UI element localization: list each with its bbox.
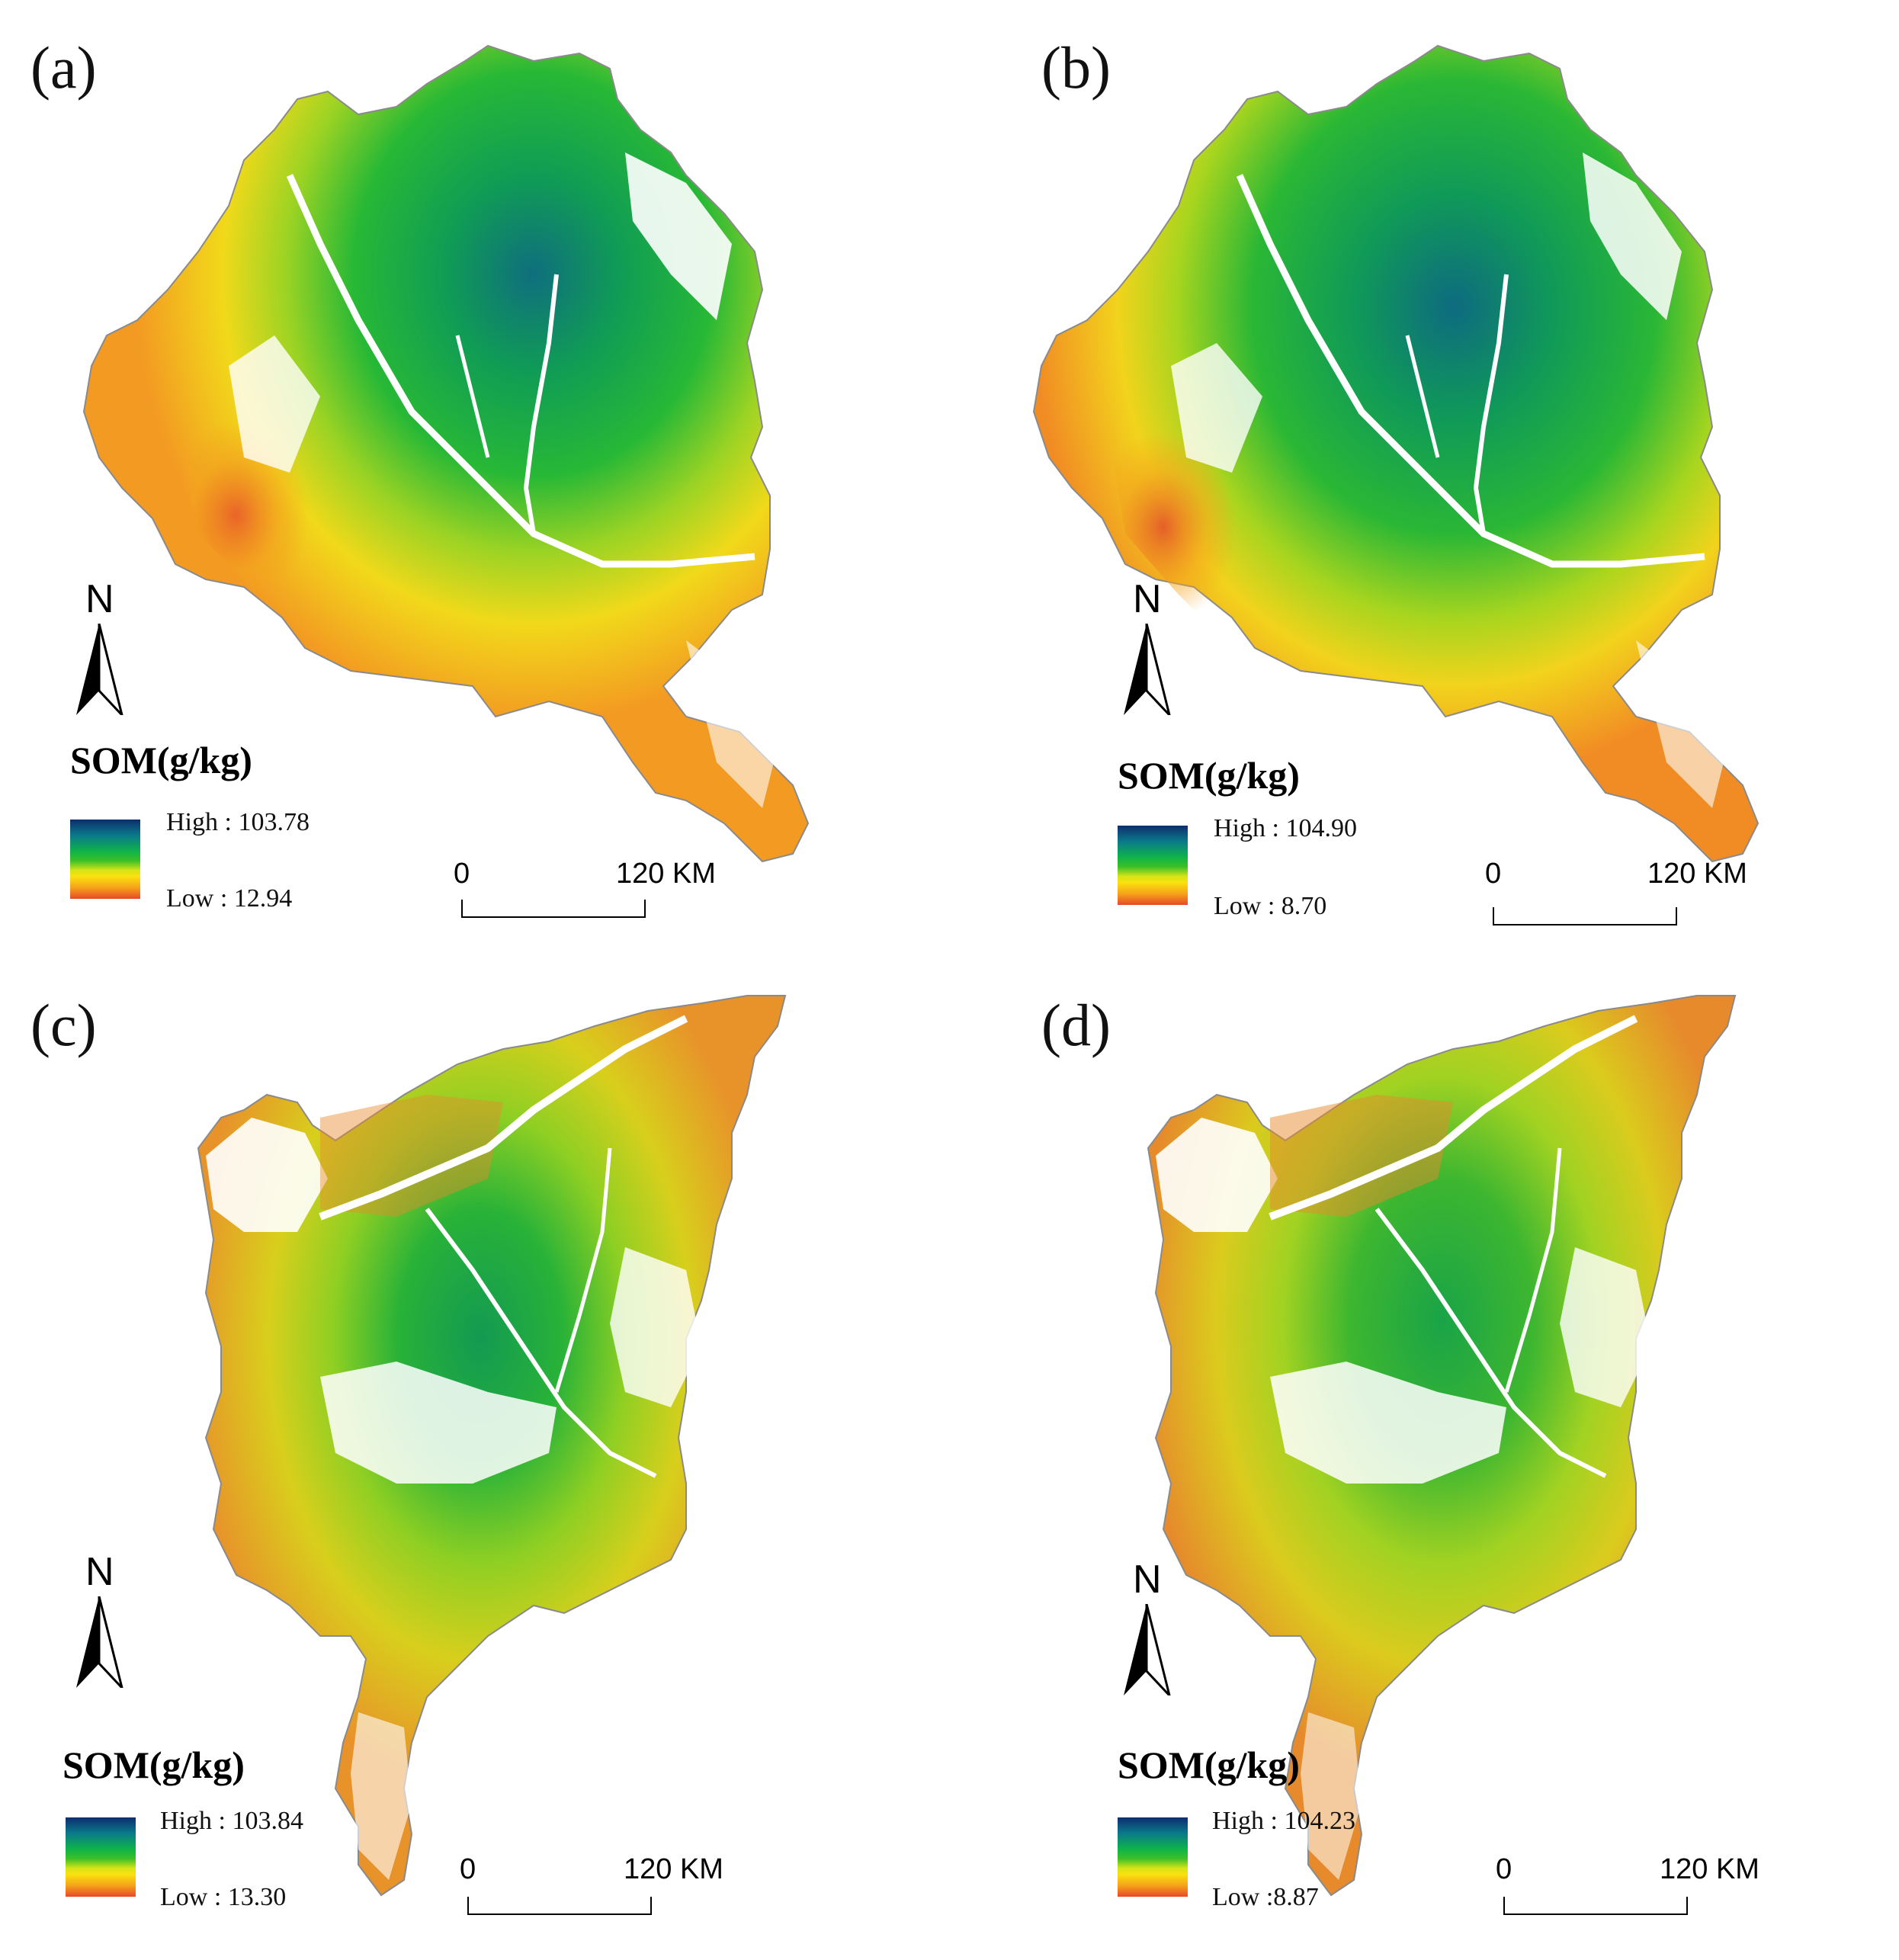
- panel-label: (a): [30, 34, 97, 101]
- white-zone: [1636, 640, 1727, 808]
- region-boundary: [82, 44, 810, 863]
- north-arrow-icon: [1124, 1604, 1171, 1695]
- scale-end-label: 120 KM: [1660, 1853, 1759, 1885]
- white-zone: [351, 1712, 412, 1880]
- map-a: [82, 44, 810, 863]
- legend-low-label: Low : 12.94: [166, 884, 293, 913]
- map-c: [197, 995, 787, 1897]
- low-som-zone: [320, 1095, 503, 1217]
- map-panel-c: (c) N SOM(g/kg) High : 103.84 Low : 13.3…: [0, 980, 949, 1960]
- white-zone: [1583, 152, 1682, 320]
- scale-end-label: 120 KM: [1647, 858, 1747, 890]
- north-label: N: [1133, 577, 1162, 621]
- map-panel-d: (d) N SOM(g/kg) High : 104.23 Low :8.87 …: [950, 980, 1899, 1960]
- legend-low-label: Low : 8.70: [1214, 892, 1327, 920]
- map-d: [1147, 995, 1737, 1897]
- river: [455, 335, 490, 458]
- legend-high-label: High : 103.78: [166, 808, 310, 836]
- legend-title: SOM(g/kg): [70, 739, 252, 781]
- low-som-zone: [168, 343, 412, 656]
- scale-end-label: 120 KM: [624, 1853, 723, 1885]
- legend-low-label: Low : 13.30: [160, 1883, 287, 1911]
- white-zone: [1301, 1712, 1362, 1880]
- legend-title: SOM(g/kg): [1118, 1743, 1300, 1786]
- scale-bar: [467, 1897, 652, 1915]
- color-ramp: [1118, 1817, 1188, 1897]
- river: [1473, 274, 1509, 534]
- scale-bar: [1503, 1897, 1688, 1915]
- white-zone: [1270, 1362, 1506, 1484]
- river: [1375, 1208, 1607, 1478]
- scale-start-label: 0: [1496, 1853, 1512, 1885]
- white-zone: [320, 1362, 557, 1484]
- map-panel-b: (b) N SOM(g/kg) High : 104.90 Low : 8.70…: [950, 0, 1899, 980]
- legend-high-label: High : 103.84: [160, 1807, 303, 1835]
- north-arrow-icon: [1124, 624, 1171, 715]
- scale-start-label: 0: [460, 1853, 476, 1885]
- panel-label: (d): [1041, 992, 1111, 1058]
- low-som-zone: [1102, 351, 1346, 671]
- low-som-zone: [1270, 1095, 1453, 1217]
- north-arrow-icon: [76, 1596, 123, 1688]
- legend-title: SOM(g/kg): [63, 1743, 245, 1786]
- color-ramp: [1118, 826, 1188, 905]
- white-zone: [625, 152, 732, 320]
- scale-end-label: 120 KM: [616, 858, 716, 890]
- river: [1236, 174, 1705, 568]
- white-zone: [1560, 1247, 1651, 1407]
- white-zone: [610, 1247, 701, 1407]
- river: [554, 1147, 612, 1393]
- north-label: N: [1133, 1557, 1162, 1602]
- river: [523, 274, 559, 534]
- legend-high-label: High : 104.23: [1212, 1807, 1355, 1835]
- white-zone: [686, 640, 778, 808]
- river: [1504, 1147, 1562, 1393]
- map-b: [1032, 44, 1759, 863]
- north-arrow: N: [69, 577, 130, 715]
- north-arrow: N: [1116, 577, 1177, 715]
- scale-bar: [1493, 907, 1677, 925]
- river: [425, 1208, 657, 1478]
- river: [286, 174, 755, 568]
- north-label: N: [85, 577, 114, 621]
- legend-low-label: Low :8.87: [1212, 1883, 1319, 1911]
- scale-bar: [461, 900, 646, 918]
- white-zone: [229, 335, 320, 473]
- river: [1269, 1015, 1638, 1221]
- north-arrow-icon: [76, 624, 123, 715]
- scale-start-label: 0: [454, 858, 470, 890]
- white-zone: [206, 1118, 328, 1232]
- north-label: N: [85, 1550, 114, 1594]
- river: [319, 1015, 688, 1221]
- map-panel-a: (a) N SOM(g/kg) High : 103.78 Low : 12.9…: [0, 0, 949, 980]
- region-boundary: [1032, 44, 1759, 863]
- color-ramp: [66, 1817, 136, 1897]
- north-arrow: N: [1116, 1557, 1177, 1695]
- legend-title: SOM(g/kg): [1118, 754, 1300, 797]
- white-zone: [1156, 1118, 1278, 1232]
- panel-label: (c): [30, 992, 97, 1058]
- scale-start-label: 0: [1485, 858, 1502, 890]
- panel-label: (b): [1041, 34, 1111, 101]
- legend-high-label: High : 104.90: [1214, 814, 1357, 842]
- north-arrow: N: [69, 1550, 130, 1688]
- river: [1405, 335, 1440, 458]
- color-ramp: [70, 820, 140, 899]
- white-zone: [1171, 343, 1262, 473]
